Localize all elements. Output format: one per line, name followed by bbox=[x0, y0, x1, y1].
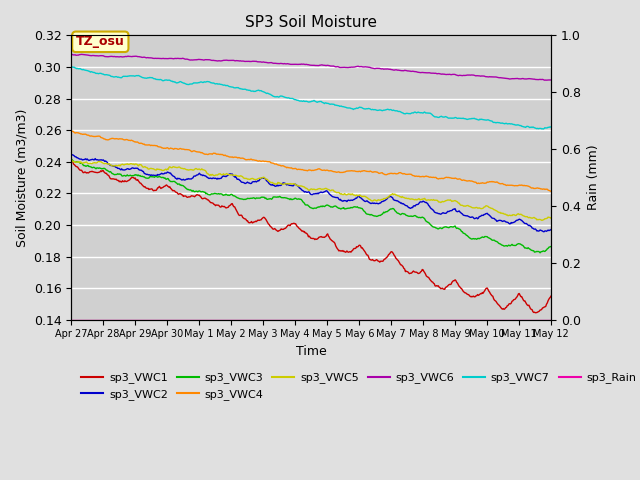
sp3_VWC6 bbox=[541, 77, 548, 83]
sp3_VWC2 bbox=[191, 173, 198, 179]
Line: sp3_VWC7: sp3_VWC7 bbox=[71, 67, 551, 129]
sp3_VWC4 bbox=[351, 168, 359, 174]
Line: sp3_VWC2: sp3_VWC2 bbox=[71, 154, 551, 232]
sp3_VWC1 bbox=[285, 222, 292, 228]
Line: sp3_VWC5: sp3_VWC5 bbox=[71, 160, 551, 220]
sp3_VWC5 bbox=[285, 181, 292, 187]
sp3_VWC5 bbox=[152, 167, 160, 173]
X-axis label: Time: Time bbox=[296, 345, 326, 358]
sp3_VWC7 bbox=[153, 76, 161, 82]
sp3_VWC1 bbox=[429, 279, 436, 285]
Legend: sp3_VWC1, sp3_VWC2, sp3_VWC3, sp3_VWC4, sp3_VWC5, sp3_VWC6, sp3_VWC7, sp3_Rain: sp3_VWC1, sp3_VWC2, sp3_VWC3, sp3_VWC4, … bbox=[77, 368, 640, 404]
sp3_VWC6 bbox=[285, 61, 292, 67]
sp3_VWC1 bbox=[191, 194, 198, 200]
sp3_VWC2 bbox=[350, 197, 358, 203]
sp3_VWC4 bbox=[285, 165, 293, 170]
sp3_VWC4 bbox=[69, 128, 77, 134]
sp3_VWC2 bbox=[429, 207, 436, 213]
sp3_VWC1 bbox=[67, 157, 75, 163]
sp3_VWC4 bbox=[547, 189, 555, 194]
Line: sp3_VWC6: sp3_VWC6 bbox=[71, 54, 551, 80]
Y-axis label: Rain (mm): Rain (mm) bbox=[587, 145, 600, 210]
sp3_VWC5 bbox=[67, 157, 75, 163]
sp3_VWC7 bbox=[191, 80, 199, 86]
sp3_Rain bbox=[152, 317, 160, 323]
sp3_Rain bbox=[191, 317, 198, 323]
sp3_VWC2 bbox=[67, 151, 75, 156]
sp3_VWC5 bbox=[388, 192, 396, 197]
sp3_VWC6 bbox=[547, 77, 555, 83]
sp3_Rain bbox=[547, 317, 555, 323]
sp3_Rain bbox=[388, 317, 396, 323]
sp3_VWC2 bbox=[388, 194, 396, 200]
sp3_VWC1 bbox=[152, 188, 160, 193]
sp3_VWC3 bbox=[536, 250, 544, 256]
Y-axis label: Soil Moisture (m3/m3): Soil Moisture (m3/m3) bbox=[15, 108, 28, 247]
sp3_VWC6 bbox=[191, 57, 198, 62]
sp3_VWC4 bbox=[67, 129, 75, 134]
sp3_VWC5 bbox=[191, 167, 198, 172]
Line: sp3_VWC4: sp3_VWC4 bbox=[71, 131, 551, 192]
sp3_VWC1 bbox=[350, 246, 358, 252]
sp3_VWC7 bbox=[285, 95, 293, 101]
sp3_VWC3 bbox=[191, 189, 198, 194]
sp3_VWC6 bbox=[67, 51, 75, 57]
sp3_VWC4 bbox=[153, 143, 161, 148]
sp3_Rain bbox=[429, 317, 436, 323]
sp3_VWC7 bbox=[388, 108, 396, 113]
sp3_Rain bbox=[67, 317, 75, 323]
sp3_VWC1 bbox=[547, 293, 555, 299]
sp3_VWC7 bbox=[67, 64, 75, 70]
sp3_VWC5 bbox=[429, 197, 436, 203]
sp3_VWC4 bbox=[191, 148, 199, 154]
sp3_VWC6 bbox=[350, 64, 358, 70]
sp3_VWC5 bbox=[547, 216, 555, 221]
sp3_VWC3 bbox=[285, 196, 292, 202]
sp3_VWC7 bbox=[351, 106, 359, 112]
Title: SP3 Soil Moisture: SP3 Soil Moisture bbox=[245, 15, 377, 30]
sp3_VWC6 bbox=[429, 70, 436, 76]
sp3_VWC5 bbox=[538, 217, 545, 223]
sp3_VWC7 bbox=[547, 124, 555, 130]
sp3_VWC6 bbox=[152, 56, 160, 61]
sp3_VWC3 bbox=[429, 224, 436, 229]
sp3_Rain bbox=[350, 317, 358, 323]
sp3_VWC4 bbox=[429, 174, 437, 180]
sp3_VWC1 bbox=[388, 249, 396, 254]
sp3_VWC7 bbox=[429, 113, 437, 119]
sp3_VWC7 bbox=[540, 126, 547, 132]
Line: sp3_VWC1: sp3_VWC1 bbox=[71, 160, 551, 313]
sp3_VWC2 bbox=[547, 227, 555, 232]
sp3_VWC3 bbox=[152, 173, 160, 179]
sp3_VWC5 bbox=[350, 192, 358, 198]
sp3_VWC2 bbox=[152, 172, 160, 178]
Text: TZ_osu: TZ_osu bbox=[76, 36, 125, 48]
sp3_VWC2 bbox=[285, 182, 292, 188]
sp3_VWC3 bbox=[388, 206, 396, 212]
sp3_Rain bbox=[285, 317, 292, 323]
sp3_VWC3 bbox=[350, 204, 358, 210]
sp3_VWC3 bbox=[547, 243, 555, 249]
sp3_VWC6 bbox=[388, 67, 396, 72]
Line: sp3_VWC3: sp3_VWC3 bbox=[71, 158, 551, 253]
sp3_VWC2 bbox=[540, 229, 548, 235]
sp3_VWC7 bbox=[68, 64, 76, 70]
sp3_VWC3 bbox=[67, 156, 75, 161]
sp3_VWC1 bbox=[531, 310, 539, 316]
sp3_VWC4 bbox=[388, 171, 396, 177]
